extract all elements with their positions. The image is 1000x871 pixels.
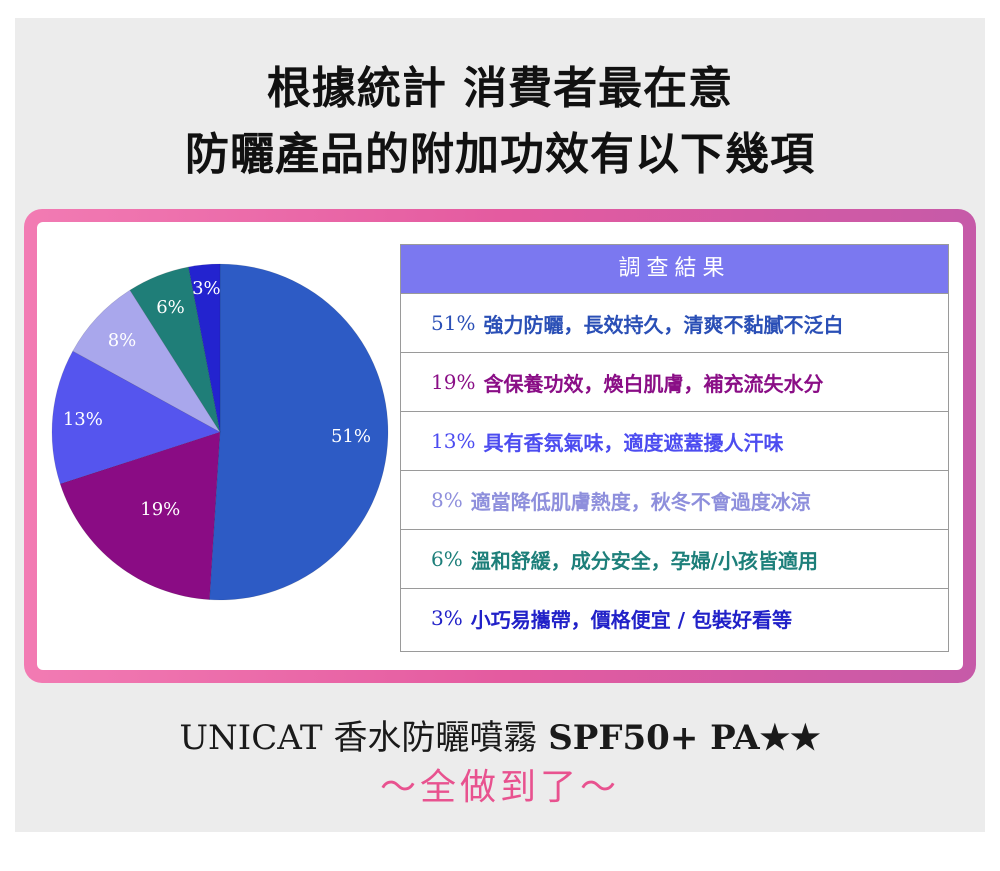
row-percent: 51% — [431, 311, 476, 335]
pie-slice-6pct — [129, 266, 221, 433]
pie-slice-3pct — [188, 263, 221, 433]
pie-label: 8% — [108, 330, 137, 351]
pie-label: 3% — [192, 278, 221, 299]
survey-table: 調查結果 51% 強力防曬，長效持久，清爽不黏膩不泛白 19% 含保養功效，煥白肌膚，… — [400, 244, 949, 652]
pie-label: 19% — [140, 499, 180, 520]
table-row: 6% 溫和舒緩，成分安全，孕婦/小孩皆適用 — [401, 530, 948, 589]
row-percent: 13% — [431, 429, 476, 453]
row-percent: 19% — [431, 370, 476, 394]
row-text: 溫和舒緩，成分安全，孕婦/小孩皆適用 — [470, 548, 819, 573]
pie-slice-51pct — [209, 263, 389, 601]
pie-slice-13pct — [51, 350, 221, 485]
product-line: UNICAT 香水防曬噴霧 SPF50+ PA★★ — [0, 710, 1000, 759]
headline-line-1: 根據統計 消費者最在意 — [266, 63, 734, 114]
row-percent: 3% — [431, 606, 463, 630]
row-text: 強力防曬，長效持久，清爽不黏膩不泛白 — [483, 312, 844, 337]
pie-slice-19pct — [59, 431, 221, 600]
row-text: 適當降低肌膚熱度，秋冬不會過度冰涼 — [470, 489, 811, 514]
row-percent: 6% — [431, 547, 463, 571]
pie-label: 51% — [331, 426, 371, 447]
headline-line-2: 防曬產品的附加功效有以下幾項 — [185, 129, 815, 180]
row-text: 含保養功效，煥白肌膚，補充流失水分 — [483, 371, 824, 396]
spf-rating: SPF50+ PA★★ — [548, 718, 821, 758]
table-row: 19% 含保養功效，煥白肌膚，補充流失水分 — [401, 353, 948, 412]
pie-label: 13% — [63, 409, 103, 430]
row-percent: 8% — [431, 488, 463, 512]
table-row: 3% 小巧易攜帶，價格便宜 / 包裝好看等 — [401, 589, 948, 647]
brand-name: UNICAT — [179, 718, 323, 758]
row-text: 小巧易攜帶，價格便宜 / 包裝好看等 — [470, 607, 792, 632]
pie-chart: 51% 19% 13% 8% 6% 3% — [51, 263, 389, 601]
pie-label: 6% — [156, 297, 185, 318]
row-text: 具有香氛氣味，適度遮蓋擾人汗味 — [483, 430, 784, 455]
table-row: 8% 適當降低肌膚熱度，秋冬不會過度冰涼 — [401, 471, 948, 530]
table-row: 51% 強力防曬，長效持久，清爽不黏膩不泛白 — [401, 294, 948, 353]
product-name: 香水防曬噴霧 — [333, 718, 538, 758]
table-header: 調查結果 — [401, 245, 948, 294]
pie-slice-8pct — [72, 289, 221, 433]
tagline: ～全做到了～ — [379, 767, 620, 808]
table-row: 13% 具有香氛氣味，適度遮蓋擾人汗味 — [401, 412, 948, 471]
